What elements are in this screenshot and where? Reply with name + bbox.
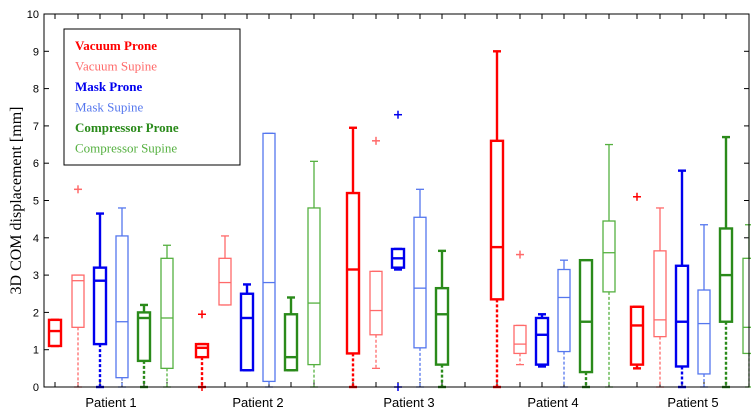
box-plot (369, 136, 383, 370)
box-plot (71, 185, 85, 388)
box-body (578, 258, 594, 374)
y-tick-label: 2 (33, 307, 39, 319)
box-body (262, 132, 276, 383)
box-plot (160, 244, 174, 388)
legend: Vacuum Prone Vacuum Supine Mask Prone Mask … (63, 28, 241, 166)
box-body (160, 257, 174, 370)
y-axis-label: 3D COM displacement [mm] (8, 107, 25, 295)
box-plot (653, 207, 667, 388)
box-body (489, 139, 505, 301)
box-plot (629, 192, 645, 370)
box-outlier (198, 310, 206, 319)
box-body (115, 235, 129, 379)
box-outlier (394, 110, 402, 119)
box-body (557, 268, 571, 353)
y-tick-label: 1 (33, 345, 39, 357)
box-plot (92, 212, 108, 389)
x-category-label: Patient 3 (383, 395, 434, 410)
y-tick-label: 0 (33, 382, 39, 394)
y-tick-label: 10 (27, 9, 39, 21)
box-body (307, 207, 321, 366)
box-outlier (372, 136, 380, 145)
x-category-label: Patient 1 (85, 395, 136, 410)
box-body (71, 274, 85, 328)
box-body (47, 318, 63, 348)
box-outlier (516, 250, 524, 259)
box-body (534, 316, 550, 366)
x-category-label: Patient 2 (232, 395, 283, 410)
box-plot (742, 224, 751, 388)
box-body (283, 313, 299, 372)
box-plot (413, 188, 427, 388)
box-body (239, 292, 255, 372)
x-category-label: Patient 4 (527, 395, 578, 410)
box-outlier (633, 192, 641, 201)
box-plot (513, 250, 527, 366)
box-plot (534, 313, 550, 368)
legend-entry: Mask Prone (75, 79, 143, 94)
box-plot (262, 132, 276, 388)
box-plot (218, 235, 232, 306)
box-plot (345, 126, 361, 389)
box-body (513, 324, 527, 355)
box-body (434, 286, 450, 366)
box-plot (136, 303, 152, 389)
box-plot (674, 169, 690, 389)
box-body (742, 257, 751, 355)
plot-frame (43, 13, 750, 388)
y-tick-label: 3 (33, 270, 39, 282)
legend-entry: Compressor Prone (75, 120, 179, 135)
label-layer: 0 1 2 3 4 5 6 7 8 9 10 Patient 1 Patient 2 Patient 3 P… (27, 9, 719, 410)
box-body (602, 220, 616, 293)
box-body (653, 250, 667, 338)
box-body (92, 266, 108, 346)
y-tick-label: 8 (33, 84, 39, 96)
y-tick-label: 6 (33, 158, 39, 170)
box-body (697, 289, 711, 375)
box-plot (194, 310, 210, 391)
legend-entry: Vacuum Prone (75, 38, 157, 53)
box-body (218, 257, 232, 306)
box-plot (602, 143, 616, 388)
box-plot (697, 224, 711, 388)
box-plot (47, 318, 63, 348)
box-plot (390, 110, 406, 391)
box-plot (434, 249, 450, 389)
box-body (194, 342, 210, 359)
box-plot (283, 296, 299, 372)
legend-entry: Vacuum Supine (75, 59, 157, 74)
box-plot (489, 50, 505, 389)
y-tick-label: 7 (33, 121, 39, 133)
box-plot (307, 160, 321, 388)
box-body (345, 191, 361, 355)
box-body (629, 305, 645, 366)
legend-entry: Mask Supine (75, 100, 143, 115)
x-category-label: Patient 5 (667, 395, 718, 410)
box-outlier (74, 185, 82, 194)
box-layer (47, 50, 751, 391)
box-plot (578, 258, 594, 389)
box-plot (239, 283, 255, 372)
box-plot (115, 207, 129, 388)
box-body (674, 264, 690, 368)
box-plot (718, 135, 734, 389)
legend-entry: Compressor Supine (75, 141, 177, 156)
y-tick-label: 5 (33, 196, 39, 208)
box-plot (557, 259, 571, 388)
box-body (136, 311, 152, 363)
y-tick-label: 9 (33, 46, 39, 58)
box-body (413, 216, 427, 349)
box-body (369, 270, 383, 336)
y-tick-label: 4 (33, 233, 39, 245)
legend-box (63, 28, 241, 166)
